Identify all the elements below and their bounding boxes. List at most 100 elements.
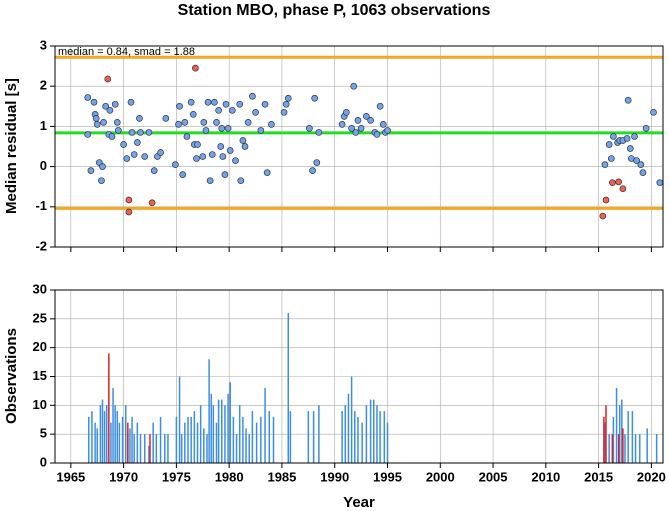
point [90, 98, 98, 106]
point [181, 119, 189, 126]
point [637, 161, 645, 168]
x-tick-label: 1970 [109, 469, 138, 484]
bar [354, 411, 356, 463]
bar [631, 411, 634, 463]
bar [208, 359, 210, 463]
bar [357, 416, 359, 463]
bar [344, 405, 347, 463]
point [379, 121, 387, 128]
bar [124, 405, 127, 463]
point [162, 115, 170, 122]
point [141, 153, 149, 160]
bar [139, 434, 142, 463]
x-tick-label: 1995 [373, 469, 402, 484]
point [363, 112, 370, 120]
bar [212, 405, 215, 463]
point [602, 196, 610, 204]
bar [612, 416, 615, 463]
point [656, 179, 664, 187]
point [607, 155, 615, 162]
point [183, 133, 191, 140]
point [244, 119, 252, 126]
bar [143, 434, 146, 463]
point [232, 157, 239, 164]
bar [108, 353, 110, 463]
point [348, 125, 355, 132]
bar [184, 422, 186, 463]
point [315, 129, 323, 136]
bar [232, 416, 235, 463]
x-tick-label: 1975 [162, 469, 191, 484]
point [639, 169, 647, 176]
point [615, 178, 623, 186]
point [217, 143, 225, 150]
point [610, 133, 617, 140]
bar [199, 405, 202, 463]
x-tick-label: 2015 [584, 469, 613, 484]
point [313, 159, 321, 166]
bar [175, 416, 178, 463]
point [194, 141, 201, 148]
point [257, 127, 265, 134]
point [157, 149, 164, 156]
point [187, 98, 195, 106]
bar [634, 434, 637, 463]
plot-frame [54, 45, 664, 248]
bar [639, 434, 641, 463]
bar [341, 411, 343, 463]
bar [264, 388, 266, 463]
point [150, 167, 158, 174]
bar [312, 411, 315, 463]
bar [361, 422, 363, 463]
y-axis-label: Median residual [s] [3, 78, 20, 214]
bar [152, 422, 154, 463]
bar [167, 434, 169, 463]
point [219, 153, 227, 160]
x-tick-label: 1980 [215, 469, 244, 484]
point [145, 129, 153, 136]
bar [136, 422, 139, 463]
point [213, 119, 220, 126]
point [619, 185, 627, 193]
point [624, 96, 632, 104]
y-tick-label: -1 [35, 198, 47, 213]
bar [307, 411, 310, 463]
point [642, 125, 650, 132]
y-axis-label: Observations [3, 328, 20, 424]
point [211, 98, 218, 106]
point [306, 125, 313, 132]
point [84, 94, 92, 101]
bar [203, 428, 205, 463]
y-tick-label: 30 [33, 281, 47, 296]
y-tick-label: 10 [33, 397, 47, 412]
point [376, 102, 384, 110]
bar [193, 411, 196, 463]
point [268, 121, 275, 128]
point [626, 145, 634, 152]
bar [94, 422, 96, 463]
bar [121, 416, 124, 463]
y-tick-label: 25 [33, 310, 47, 325]
bar [180, 434, 183, 463]
bar [615, 388, 618, 463]
point [252, 108, 259, 116]
point [237, 177, 245, 185]
bar [350, 376, 353, 463]
bar [101, 399, 104, 463]
point [367, 117, 374, 124]
bar [131, 416, 133, 463]
plot-frame [54, 289, 664, 464]
bar [235, 434, 238, 463]
point [123, 155, 131, 162]
point [309, 167, 316, 174]
point [599, 212, 607, 220]
bar [272, 416, 275, 463]
x-tick-label: 1990 [320, 469, 349, 484]
point [352, 129, 360, 136]
bar [646, 428, 648, 463]
bar [178, 376, 181, 463]
annotation: median = 0.84, smad = 1.88 [58, 46, 195, 58]
bar [133, 434, 135, 463]
bar [112, 388, 114, 463]
